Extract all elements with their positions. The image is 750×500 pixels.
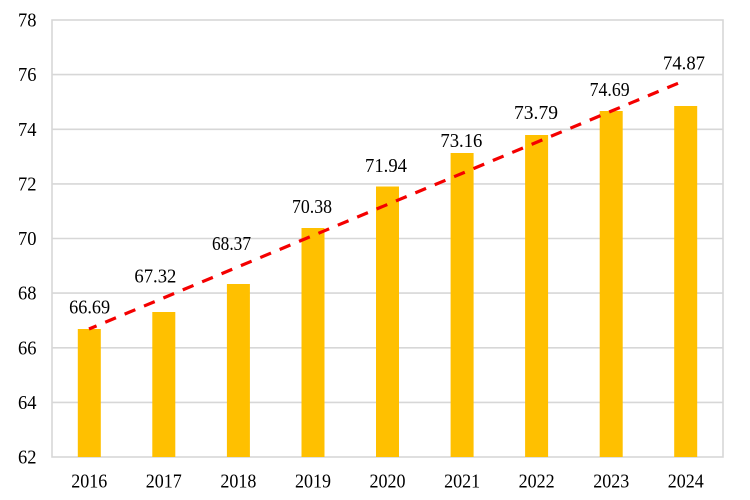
svg-text:78: 78 [18, 10, 37, 32]
svg-text:2018: 2018 [220, 471, 256, 493]
svg-text:2021: 2021 [444, 471, 480, 493]
svg-text:2024: 2024 [668, 471, 704, 493]
svg-text:62: 62 [18, 447, 37, 469]
svg-text:2022: 2022 [519, 471, 555, 493]
svg-text:66: 66 [18, 337, 37, 359]
svg-text:2019: 2019 [295, 471, 331, 493]
svg-text:70: 70 [18, 228, 37, 250]
svg-text:73.79: 73.79 [514, 102, 558, 124]
svg-text:76: 76 [18, 64, 37, 86]
svg-text:2020: 2020 [370, 471, 406, 493]
svg-text:66.69: 66.69 [69, 296, 110, 318]
svg-text:2023: 2023 [593, 471, 629, 493]
svg-text:74.87: 74.87 [663, 53, 705, 75]
svg-text:70.38: 70.38 [292, 196, 332, 218]
svg-text:64: 64 [18, 392, 37, 414]
svg-text:74: 74 [18, 119, 37, 141]
svg-text:74.69: 74.69 [590, 79, 630, 101]
svg-text:2017: 2017 [146, 471, 182, 493]
svg-text:68.37: 68.37 [212, 233, 251, 255]
svg-text:72: 72 [18, 174, 37, 196]
svg-text:68: 68 [18, 283, 37, 305]
svg-text:73.16: 73.16 [440, 130, 482, 152]
svg-text:2016: 2016 [71, 471, 107, 493]
svg-text:71.94: 71.94 [365, 155, 407, 177]
svg-text:67.32: 67.32 [134, 266, 176, 288]
